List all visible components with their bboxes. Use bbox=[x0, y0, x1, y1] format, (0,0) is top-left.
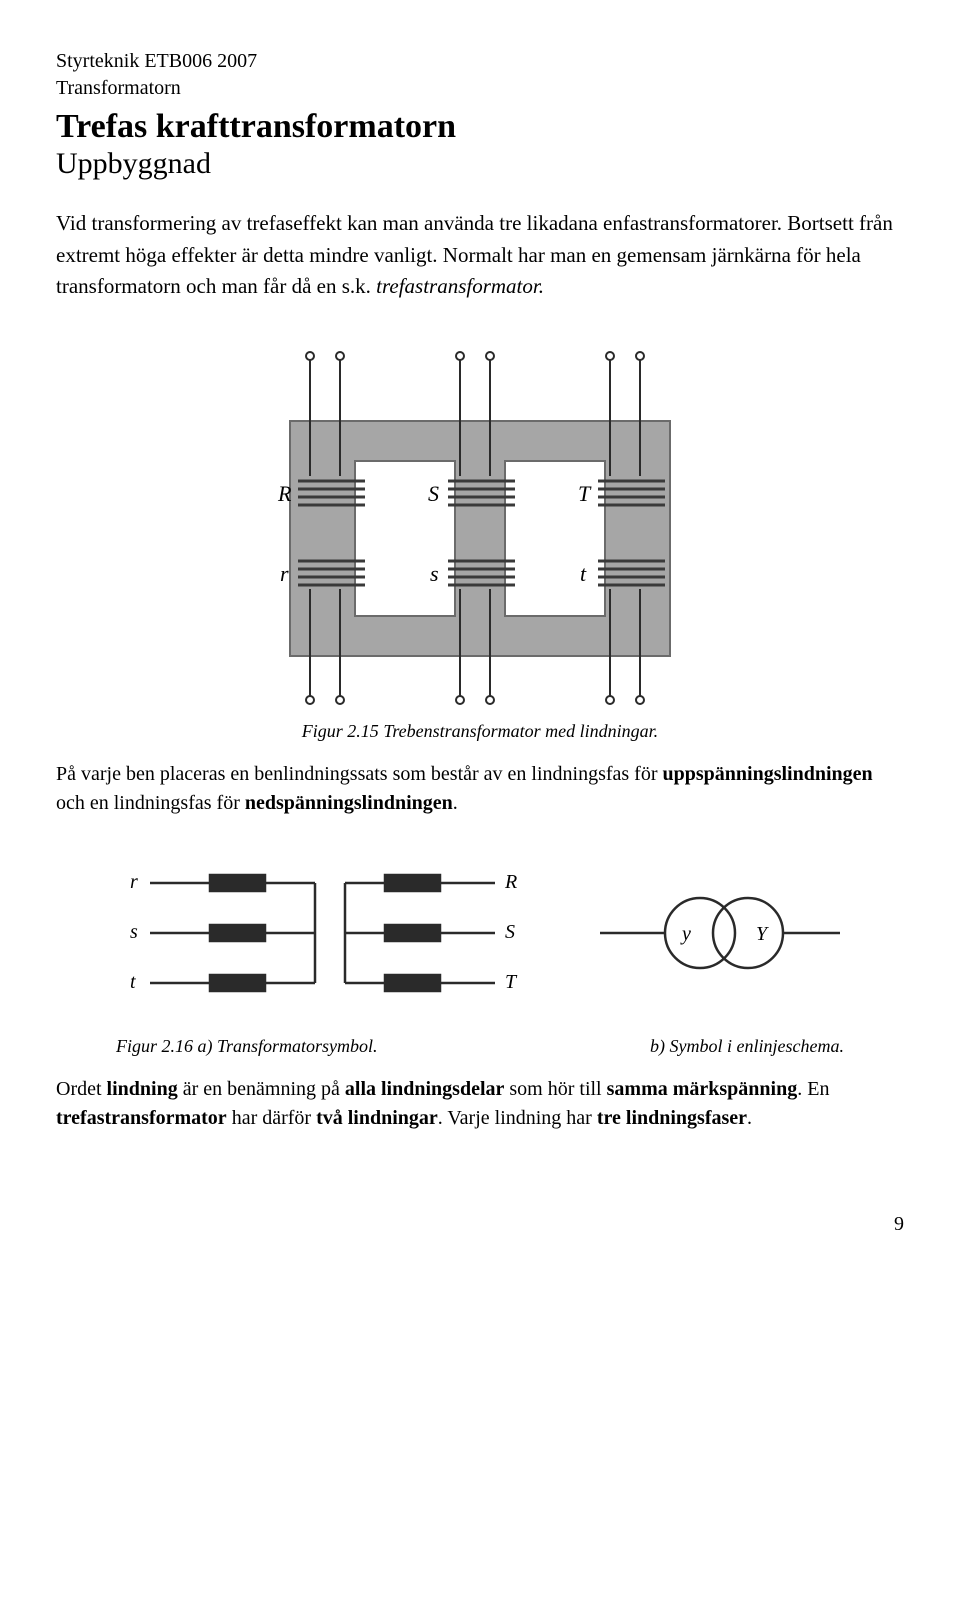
bp-s6: . Varje lindning har bbox=[438, 1107, 597, 1129]
bp-b4: trefastransformator bbox=[56, 1107, 227, 1129]
mp-s1: På varje ben placeras en benlindningssat… bbox=[56, 763, 663, 785]
page-subtitle: Uppbyggnad bbox=[56, 146, 904, 182]
bp-b3: samma märkspänning bbox=[607, 1078, 798, 1100]
f2-label-y: y bbox=[680, 923, 691, 945]
bp-s4: . En bbox=[797, 1078, 829, 1100]
page-title: Trefas krafttransformatorn bbox=[56, 108, 904, 146]
label-r: r bbox=[280, 561, 289, 586]
bottom-paragraph: Ordet lindning är en benämning på alla l… bbox=[56, 1075, 904, 1133]
bp-s2: är en benämning på bbox=[178, 1078, 345, 1100]
f2-label-S: S bbox=[505, 921, 515, 943]
course-header: Styrteknik ETB006 2007 bbox=[56, 48, 904, 75]
mp-b1: uppspänningslindningen bbox=[663, 763, 873, 785]
transformatorsymbol-svg: r s t R S T y Y bbox=[100, 848, 860, 1028]
intro-paragraph: Vid transformering av trefaseffekt kan m… bbox=[56, 208, 904, 303]
label-t: t bbox=[580, 561, 587, 586]
label-S: S bbox=[428, 481, 439, 506]
figure-2-16: r s t R S T y Y Figur 2.16 a) Transforma… bbox=[56, 848, 904, 1057]
bp-s7: . bbox=[747, 1107, 752, 1129]
f2-label-r: r bbox=[130, 871, 138, 893]
mp-s3: . bbox=[453, 792, 458, 814]
bp-s1: Ordet bbox=[56, 1078, 107, 1100]
figure-2-15: R S T r s t Figur 2.15 Trebenstransforma… bbox=[56, 331, 904, 742]
trebenstransformator-svg: R S T r s t bbox=[200, 331, 760, 711]
f2-label-Y: Y bbox=[756, 923, 769, 945]
f2-label-t: t bbox=[130, 971, 136, 993]
page-number: 9 bbox=[56, 1213, 904, 1236]
figure-2-16-caption-b: b) Symbol i enlinjeschema. bbox=[650, 1036, 844, 1057]
f2-label-T: T bbox=[505, 971, 518, 993]
intro-italic: trefastransformator. bbox=[376, 274, 544, 298]
bp-b5: två lindningar bbox=[316, 1107, 438, 1129]
bp-b1: lindning bbox=[107, 1078, 178, 1100]
label-R: R bbox=[277, 481, 292, 506]
fig-caption-prefix: Figur 2.15 bbox=[302, 721, 379, 741]
f2-label-R: R bbox=[504, 871, 517, 893]
fig-caption-text: Trebenstransformator med lindningar. bbox=[379, 721, 658, 741]
mp-s2: och en lindningsfas för bbox=[56, 792, 245, 814]
bp-b2: alla lindningsdelar bbox=[345, 1078, 505, 1100]
f2-label-s: s bbox=[130, 921, 138, 943]
middle-paragraph: På varje ben placeras en benlindningssat… bbox=[56, 760, 904, 818]
course-header-2: Transformatorn bbox=[56, 75, 904, 102]
bp-b6: tre lindningsfaser bbox=[597, 1107, 747, 1129]
figure-2-16-captions: Figur 2.16 a) Transformatorsymbol. b) Sy… bbox=[56, 1036, 904, 1057]
figure-2-15-caption: Figur 2.15 Trebenstransformator med lind… bbox=[302, 721, 658, 742]
label-s: s bbox=[430, 561, 439, 586]
label-T: T bbox=[578, 481, 592, 506]
bp-s3: som hör till bbox=[504, 1078, 606, 1100]
figure-2-16-caption-a: Figur 2.16 a) Transformatorsymbol. bbox=[116, 1036, 378, 1057]
mp-b2: nedspänningslindningen bbox=[245, 792, 453, 814]
bp-s5: har därför bbox=[227, 1107, 316, 1129]
